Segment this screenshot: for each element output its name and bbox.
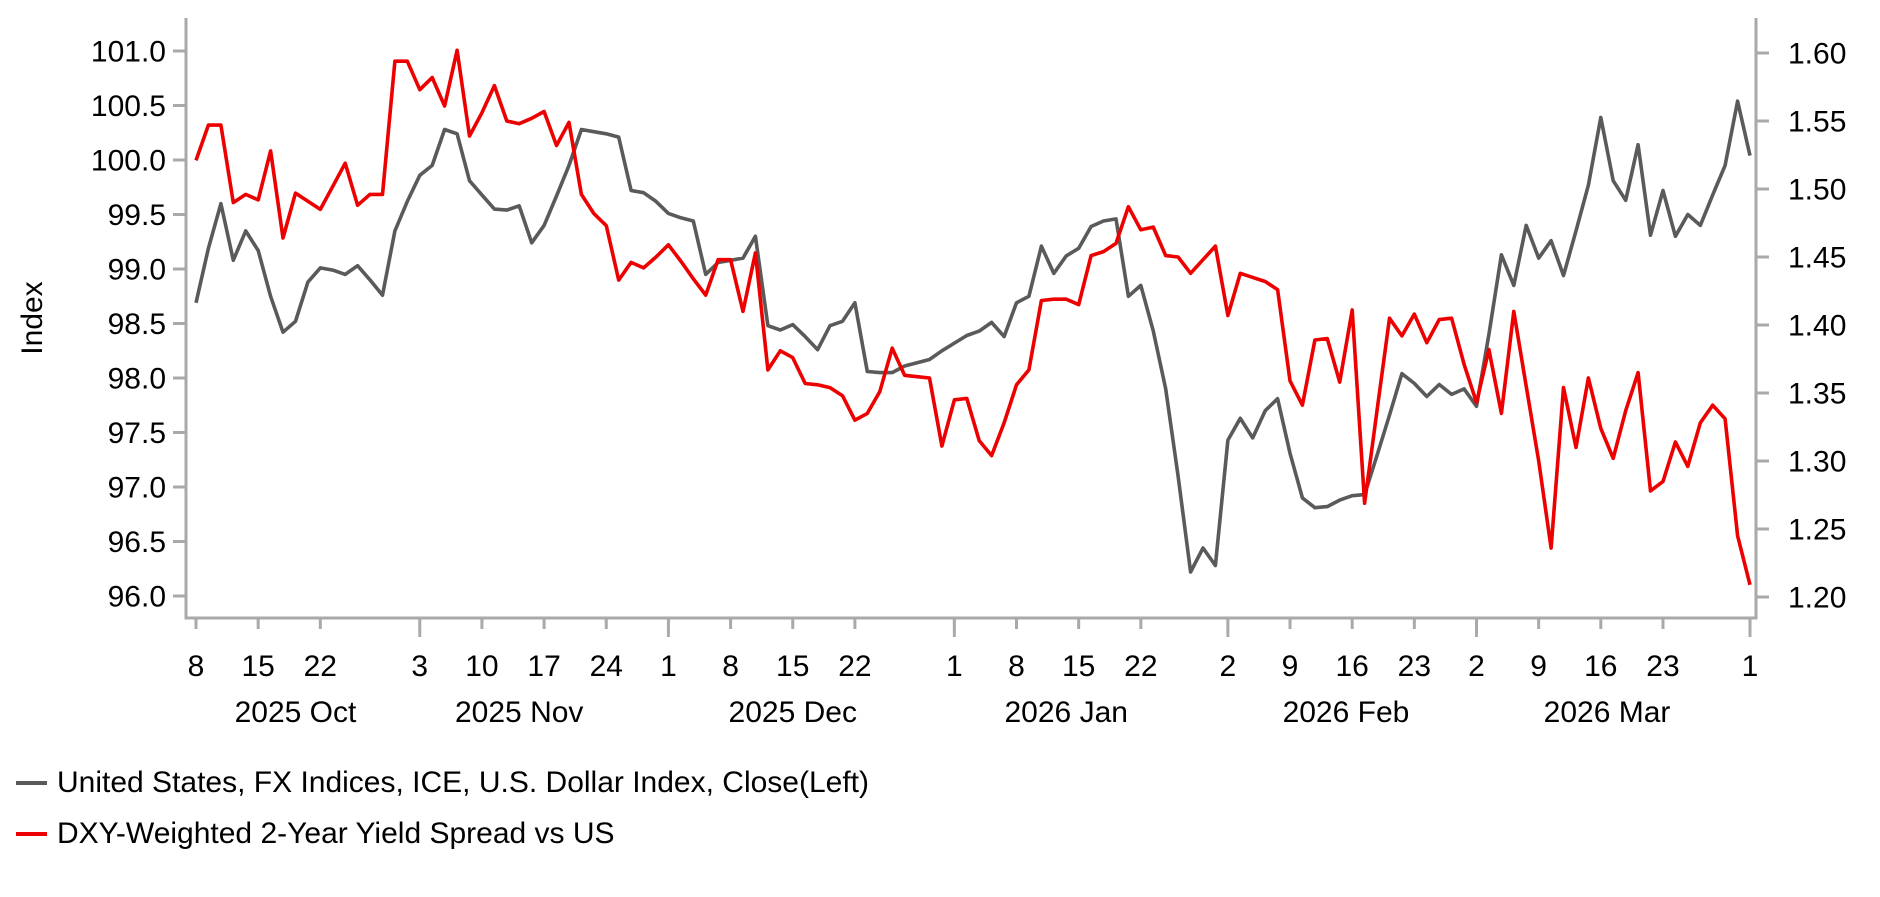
x-axis-tick-label: 22 [838, 650, 871, 683]
left-axis-tick-label: 96.0 [108, 581, 166, 614]
x-axis-tick-label: 17 [527, 650, 560, 683]
left-axis-tick-label: 99.5 [108, 199, 166, 232]
legend-item-usd-index: United States, FX Indices, ICE, U.S. Dol… [16, 766, 869, 800]
legend-swatch-gray [16, 781, 47, 785]
right-axis-tick-label: 1.20 [1788, 582, 1846, 615]
left-axis-title: Index [16, 281, 49, 354]
x-axis-tick-label: 15 [241, 650, 274, 683]
x-axis-tick-label: 15 [1062, 650, 1095, 683]
x-axis-tick-label: 1 [946, 650, 963, 683]
x-axis-tick-label: 24 [590, 650, 623, 683]
x-axis-tick-label: 22 [304, 650, 337, 683]
left-axis-tick-label: 100.5 [91, 90, 166, 123]
x-axis-tick-label: 22 [1124, 650, 1157, 683]
x-axis-month-label: 2025 Dec [729, 696, 857, 729]
x-axis-tick-label: 23 [1646, 650, 1679, 683]
x-axis-tick-label: 16 [1584, 650, 1617, 683]
right-axis-tick-label: 1.50 [1788, 174, 1846, 207]
x-axis-tick-label: 9 [1282, 650, 1299, 683]
x-axis-tick-label: 8 [188, 650, 205, 683]
left-axis-tick-label: 98.0 [108, 363, 166, 396]
right-axis-tick-label: 1.30 [1788, 446, 1846, 479]
legend-swatch-red [16, 832, 47, 836]
left-axis-tick-label: 100.0 [91, 145, 166, 178]
x-axis-tick-label: 2 [1220, 650, 1237, 683]
right-axis-tick-label: 1.25 [1788, 514, 1846, 547]
left-axis-tick-label: 97.5 [108, 417, 166, 450]
x-axis-tick-label: 8 [1008, 650, 1025, 683]
x-axis-month-label: 2025 Nov [455, 696, 583, 729]
left-axis-tick-label: 98.5 [108, 308, 166, 341]
series-line-1 [194, 48, 1752, 586]
right-axis-tick-label: 1.35 [1788, 378, 1846, 411]
legend-label-usd-index: United States, FX Indices, ICE, U.S. Dol… [57, 766, 869, 799]
x-axis-tick-label: 15 [776, 650, 809, 683]
x-axis-month-label: 2025 Oct [235, 696, 357, 729]
legend-item-yield-spread: DXY-Weighted 2-Year Yield Spread vs US [16, 817, 615, 851]
x-axis-tick-label: 8 [722, 650, 739, 683]
right-axis-tick-label: 1.40 [1788, 310, 1846, 343]
x-axis-tick-label: 2 [1468, 650, 1485, 683]
legend-label-yield-spread: DXY-Weighted 2-Year Yield Spread vs US [57, 817, 615, 850]
x-axis-tick-label: 10 [465, 650, 498, 683]
left-axis-tick-label: 96.5 [108, 526, 166, 559]
right-axis-tick-label: 1.45 [1788, 242, 1846, 275]
x-axis-month-label: 2026 Mar [1544, 696, 1671, 729]
x-axis-tick-label: 23 [1398, 650, 1431, 683]
left-axis-tick-label: 101.0 [91, 36, 166, 69]
x-axis-tick-label: 1 [1742, 650, 1759, 683]
series-line-0 [194, 99, 1752, 574]
x-axis-tick-label: 1 [660, 650, 677, 683]
x-axis-tick-label: 16 [1335, 650, 1368, 683]
x-axis-tick-label: 3 [411, 650, 428, 683]
x-axis-tick-label: 9 [1530, 650, 1547, 683]
right-axis-tick-label: 1.60 [1788, 38, 1846, 71]
left-axis-tick-label: 99.0 [108, 254, 166, 287]
right-axis-tick-label: 1.55 [1788, 106, 1846, 139]
left-axis-tick-label: 97.0 [108, 472, 166, 505]
x-axis-month-label: 2026 Jan [1005, 696, 1128, 729]
x-axis-month-label: 2026 Feb [1283, 696, 1410, 729]
